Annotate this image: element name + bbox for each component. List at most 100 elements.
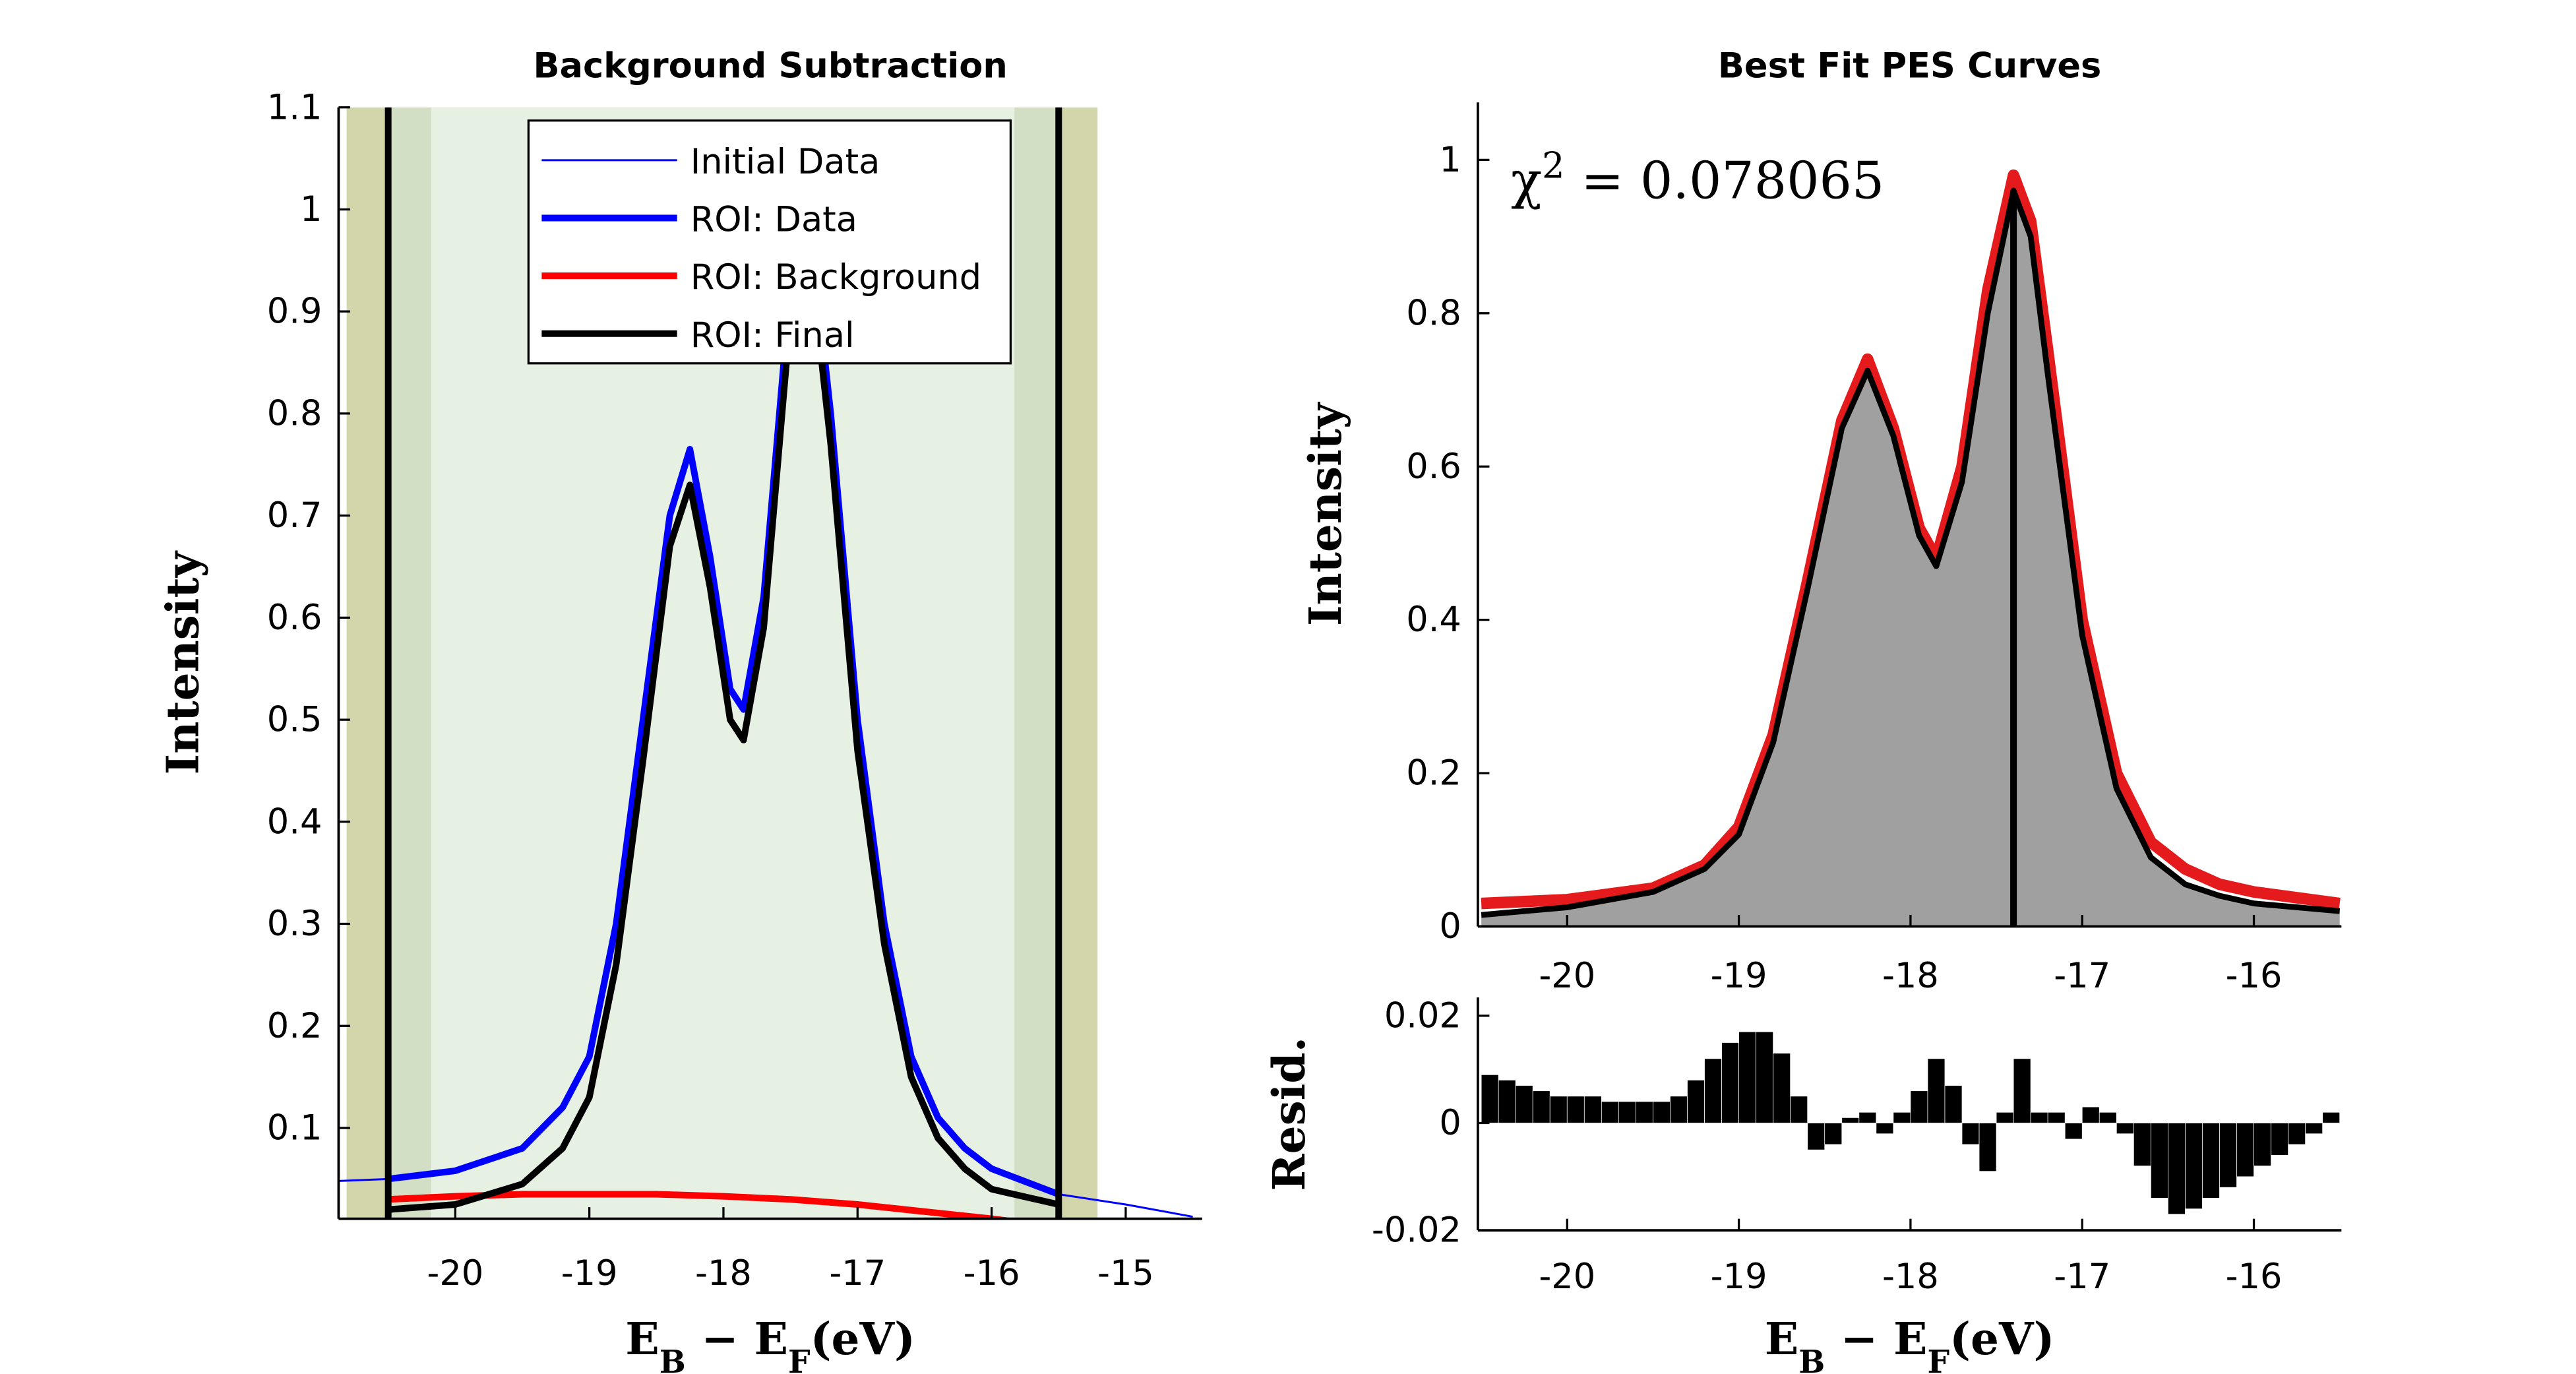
label-part: − E bbox=[686, 1313, 788, 1365]
y-tick-label: 0.1 bbox=[267, 1108, 322, 1148]
label-part: (eV) bbox=[811, 1313, 915, 1365]
label-part: B bbox=[659, 1344, 686, 1374]
label-part: (eV) bbox=[1949, 1313, 2054, 1365]
bar bbox=[2185, 1123, 2203, 1210]
chart-title: Best Fit PES Curves bbox=[1718, 46, 2101, 86]
area bbox=[1481, 190, 2340, 927]
bar bbox=[1721, 1042, 1739, 1123]
chart-title: Background Subtraction bbox=[533, 46, 1007, 86]
y-tick-label: 0.2 bbox=[1406, 753, 1461, 794]
label-part: E bbox=[1765, 1313, 1799, 1365]
bar bbox=[1996, 1111, 2014, 1123]
label-part: B bbox=[1798, 1344, 1825, 1374]
label: EB − EF(eV) bbox=[1765, 1313, 2055, 1374]
bar bbox=[1601, 1101, 1619, 1123]
bar bbox=[2133, 1123, 2151, 1166]
plot-area bbox=[1481, 1031, 2341, 1215]
x-tick-label: -19 bbox=[1711, 956, 1767, 996]
bar bbox=[1498, 1080, 1516, 1123]
label-part: F bbox=[788, 1344, 811, 1374]
y-tick-label: 0.2 bbox=[267, 1006, 322, 1046]
bar bbox=[1927, 1058, 1946, 1123]
bar bbox=[2168, 1123, 2186, 1215]
bar bbox=[1566, 1096, 1585, 1123]
y-tick-label: 1 bbox=[1439, 140, 1461, 180]
label-part: = 0.078065 bbox=[1565, 151, 1885, 210]
x-tick-label: -15 bbox=[1097, 1253, 1154, 1294]
bar bbox=[1790, 1096, 1808, 1123]
x-tick-label: -19 bbox=[1711, 1257, 1767, 1297]
y-tick-label: 0.6 bbox=[267, 598, 322, 638]
bar bbox=[1738, 1031, 1757, 1123]
y-tick-label: 1 bbox=[300, 189, 322, 230]
bar bbox=[1978, 1123, 1997, 1172]
x-tick-label: -20 bbox=[1539, 956, 1595, 996]
legend-label: ROI: Data bbox=[690, 200, 857, 240]
bar bbox=[2305, 1123, 2323, 1135]
x-tick-label: -16 bbox=[964, 1253, 1020, 1294]
bar bbox=[1824, 1123, 1843, 1145]
bar bbox=[1687, 1080, 1705, 1123]
label: EB − EF(eV) bbox=[625, 1313, 915, 1374]
bar bbox=[1910, 1090, 1928, 1123]
y-tick-label: 0.5 bbox=[267, 700, 322, 740]
bar bbox=[1773, 1053, 1791, 1123]
bar bbox=[1583, 1096, 1602, 1123]
x-tick-label: -17 bbox=[829, 1253, 886, 1294]
x-tick-label: -18 bbox=[1882, 956, 1939, 996]
y-axis-label: Resid. bbox=[1263, 1037, 1315, 1191]
y-tick-label: 1.1 bbox=[267, 87, 322, 127]
bar bbox=[1532, 1090, 1550, 1123]
y-tick-label: 0.8 bbox=[1406, 293, 1461, 333]
bar bbox=[2271, 1123, 2288, 1156]
x-tick-label: -18 bbox=[1882, 1257, 1939, 1297]
legend-label: ROI: Final bbox=[690, 315, 855, 356]
bar bbox=[1481, 1074, 1499, 1123]
bar bbox=[1893, 1111, 1911, 1123]
bar bbox=[2150, 1123, 2168, 1199]
y-tick-label: 0.02 bbox=[1384, 995, 1461, 1036]
x-tick-label: -17 bbox=[2054, 1257, 2110, 1297]
bar bbox=[1944, 1085, 1963, 1123]
bar bbox=[2219, 1123, 2237, 1188]
bar bbox=[1515, 1085, 1533, 1123]
y-tick-label: 0.3 bbox=[267, 904, 322, 944]
y-tick-label: 0.7 bbox=[267, 495, 322, 536]
x-tick-label: -16 bbox=[2226, 956, 2283, 996]
label-part: 2 bbox=[1542, 144, 1565, 186]
bar bbox=[1704, 1058, 1722, 1123]
bar bbox=[1807, 1123, 1825, 1150]
y-tick-label: 0.9 bbox=[267, 292, 322, 332]
y-axis-label: Intensity bbox=[157, 550, 209, 774]
bar bbox=[2099, 1111, 2117, 1123]
y-tick-label: 0 bbox=[1439, 906, 1461, 947]
bar bbox=[2254, 1123, 2271, 1166]
bar bbox=[1636, 1101, 1653, 1123]
bar bbox=[2064, 1123, 2083, 1140]
bar bbox=[2288, 1123, 2306, 1145]
x-tick-label: -20 bbox=[427, 1253, 483, 1294]
bar bbox=[1858, 1111, 1877, 1123]
y-tick-label: -0.02 bbox=[1372, 1210, 1461, 1251]
plot-area bbox=[1481, 169, 2341, 927]
bar bbox=[1841, 1117, 1860, 1123]
bar bbox=[2030, 1111, 2048, 1123]
bar bbox=[1618, 1101, 1636, 1123]
label-part: F bbox=[1927, 1344, 1949, 1374]
bar bbox=[2202, 1123, 2220, 1199]
y-tick-label: 0 bbox=[1439, 1103, 1461, 1143]
label-part: E bbox=[625, 1313, 659, 1365]
line bbox=[388, 1191, 1020, 1219]
x-tick-label: -19 bbox=[561, 1253, 618, 1294]
bar bbox=[2322, 1111, 2341, 1123]
bar bbox=[2116, 1123, 2134, 1135]
label: χ2 = 0.078065 bbox=[1511, 144, 1884, 211]
y-tick-label: 0.8 bbox=[267, 393, 322, 433]
x-tick-label: -18 bbox=[695, 1253, 752, 1294]
bar bbox=[2236, 1123, 2254, 1177]
x-tick-label: -16 bbox=[2226, 1257, 2283, 1297]
label-part: χ bbox=[1511, 151, 1542, 210]
x-tick-label: -20 bbox=[1539, 1257, 1595, 1297]
y-axis-label: Intensity bbox=[1299, 402, 1351, 626]
line bbox=[1481, 169, 2341, 910]
